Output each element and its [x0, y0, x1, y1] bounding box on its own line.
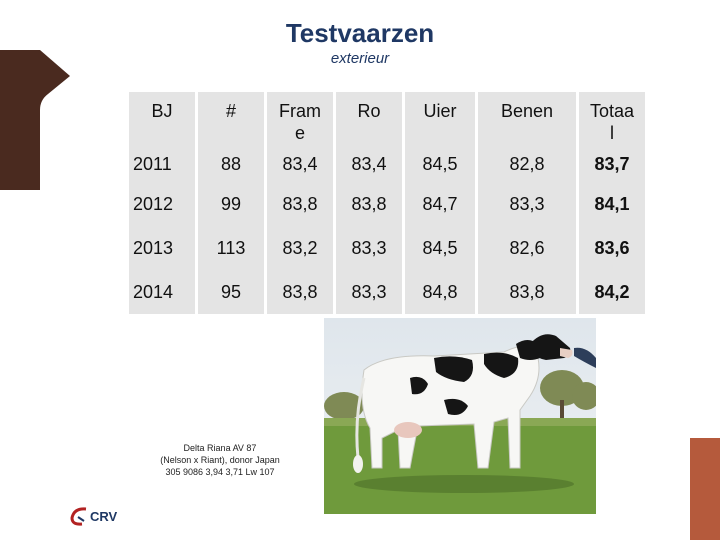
- caption-line-1: Delta Riana AV 87: [183, 443, 257, 453]
- logo-text: CRV: [90, 508, 118, 524]
- crv-logo: CRV: [70, 502, 117, 530]
- cell-frame: 83,2: [267, 226, 333, 270]
- cell-frame: 83,8: [267, 270, 333, 314]
- header-benen: Benen: [478, 92, 576, 146]
- cell-frame: 83,8: [267, 182, 333, 226]
- cell-uier: 84,8: [405, 270, 475, 314]
- cell-ro: 83,3: [336, 270, 402, 314]
- cell-count: 99: [198, 182, 264, 226]
- cell-benen: 83,8: [478, 270, 576, 314]
- cell-uier: 84,5: [405, 146, 475, 182]
- cell-count: 113: [198, 226, 264, 270]
- table-row: 2011 88 83,4 83,4 84,5 82,8 83,7: [129, 146, 645, 182]
- header-count: #: [198, 92, 264, 146]
- cow-photo: [324, 318, 596, 514]
- header-uier: Uier: [405, 92, 475, 146]
- table-row: 2014 95 83,8 83,3 84,8 83,8 84,2: [129, 270, 645, 314]
- header-frame: Fram e: [267, 92, 333, 146]
- caption-line-2: (Nelson x Riant), donor Japan: [160, 455, 280, 465]
- cell-count: 88: [198, 146, 264, 182]
- cell-year: 2012: [129, 182, 195, 226]
- crv-swoosh-icon: [70, 507, 87, 526]
- cell-benen: 83,3: [478, 182, 576, 226]
- decorative-shape-right: [690, 438, 720, 540]
- cell-year: 2011: [129, 146, 195, 182]
- cell-ro: 83,4: [336, 146, 402, 182]
- cell-totaal: 84,1: [579, 182, 645, 226]
- table-row: 2012 99 83,8 83,8 84,7 83,3 84,1: [129, 182, 645, 226]
- cell-totaal: 84,2: [579, 270, 645, 314]
- cell-ro: 83,8: [336, 182, 402, 226]
- cell-benen: 82,8: [478, 146, 576, 182]
- cell-uier: 84,7: [405, 182, 475, 226]
- cell-totaal: 83,7: [579, 146, 645, 182]
- photo-caption: Delta Riana AV 87 (Nelson x Riant), dono…: [140, 442, 300, 478]
- table-row: 2013 113 83,2 83,3 84,5 82,6 83,6: [129, 226, 645, 270]
- cell-benen: 82,6: [478, 226, 576, 270]
- cell-uier: 84,5: [405, 226, 475, 270]
- cell-year: 2013: [129, 226, 195, 270]
- caption-line-3: 305 9086 3,94 3,71 Lw 107: [165, 467, 275, 477]
- header-totaal: Totaa l: [579, 92, 645, 146]
- table-header-row: BJ # Fram e Ro Uier Benen Totaa l: [129, 92, 645, 146]
- header-ro: Ro: [336, 92, 402, 146]
- cell-frame: 83,4: [267, 146, 333, 182]
- decorative-shape-left: [0, 50, 70, 190]
- results-table: BJ # Fram e Ro Uier Benen Totaa l 2011 8…: [126, 92, 648, 314]
- cell-ro: 83,3: [336, 226, 402, 270]
- header-bj: BJ: [129, 92, 195, 146]
- cell-totaal: 83,6: [579, 226, 645, 270]
- cell-count: 95: [198, 270, 264, 314]
- cell-year: 2014: [129, 270, 195, 314]
- slide-subtitle: exterieur: [330, 50, 390, 67]
- slide-title: Testvaarzen: [285, 18, 435, 48]
